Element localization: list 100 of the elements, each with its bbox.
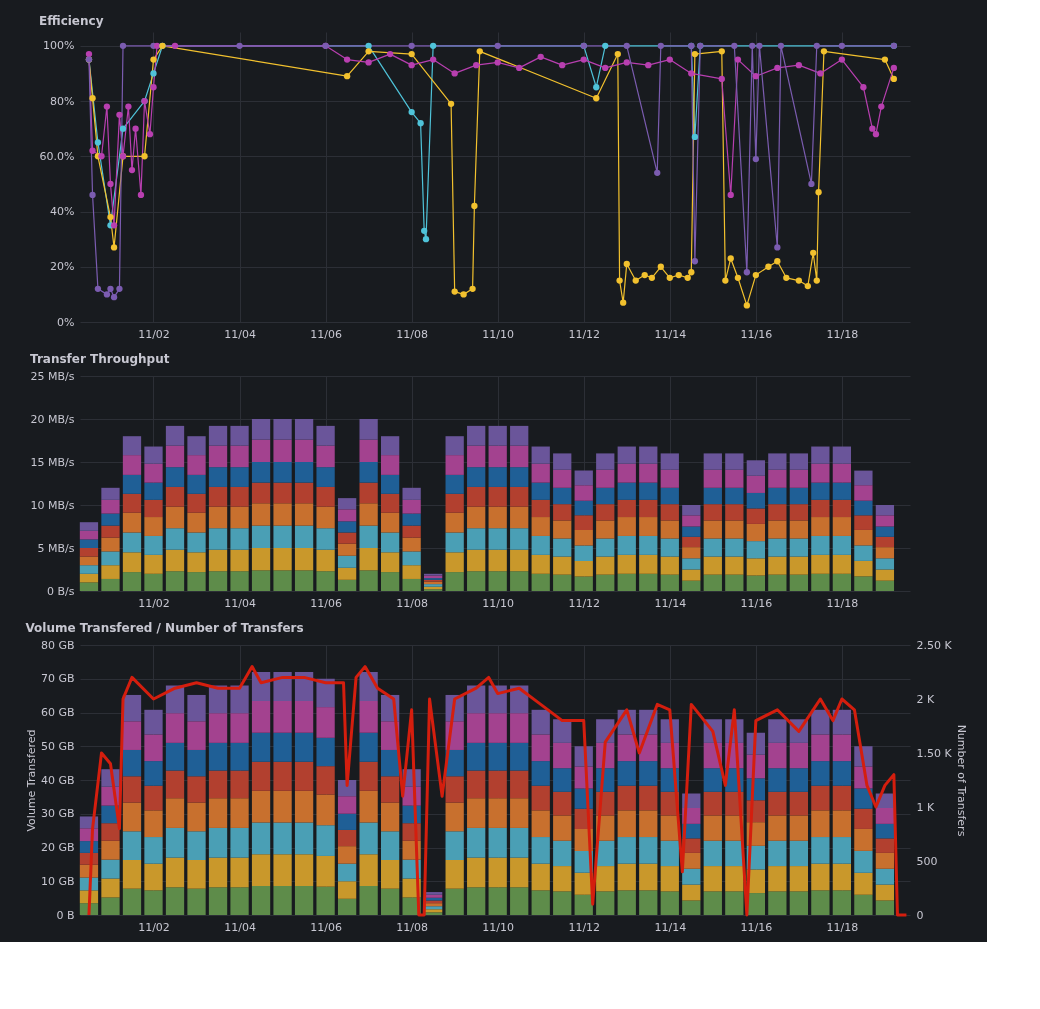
bar [553, 891, 572, 915]
bar [875, 823, 895, 839]
bar [273, 462, 292, 483]
bar [208, 549, 228, 572]
bar [617, 837, 636, 864]
bar [402, 513, 421, 526]
bar [122, 694, 142, 722]
bar [510, 742, 529, 771]
bar [531, 446, 550, 464]
bar [467, 506, 486, 529]
bar [294, 761, 314, 791]
bar [660, 574, 679, 591]
bar [553, 768, 572, 792]
bar [445, 776, 464, 803]
bar [208, 887, 228, 915]
bar [187, 802, 206, 832]
bar [122, 831, 142, 860]
bar [789, 742, 808, 769]
bar [467, 445, 486, 468]
bar [445, 455, 464, 475]
bar [768, 556, 787, 575]
bar [337, 813, 357, 830]
bar [251, 822, 271, 855]
bar [380, 776, 400, 803]
bar [380, 436, 400, 456]
bar [768, 840, 787, 867]
bar [402, 525, 421, 538]
bar [359, 503, 378, 526]
bar [467, 571, 486, 591]
bar [187, 572, 206, 591]
bar [144, 761, 163, 786]
bar [101, 823, 120, 841]
bar [639, 863, 658, 891]
bar [617, 499, 636, 518]
bar [122, 455, 142, 475]
bar [811, 573, 830, 591]
bar [122, 572, 142, 591]
bar [359, 548, 378, 571]
bar [251, 525, 271, 548]
bar [768, 815, 787, 841]
bar [273, 548, 292, 571]
bar [875, 515, 895, 527]
bar [273, 854, 292, 886]
bar [445, 436, 464, 456]
bar [725, 469, 744, 488]
bar [208, 486, 228, 507]
bar [617, 734, 636, 762]
bar [811, 499, 830, 518]
bar [596, 453, 615, 470]
bar [79, 530, 99, 540]
bar [768, 719, 787, 743]
bar [746, 541, 765, 559]
x-tick-label: 11/10 [482, 327, 515, 341]
bar [187, 493, 206, 513]
bar [768, 469, 787, 488]
y-tick-label: 10 GB [40, 874, 75, 888]
bar [488, 506, 507, 529]
bar [273, 570, 292, 591]
bar [337, 846, 357, 864]
bar [531, 761, 550, 786]
bar [510, 857, 529, 888]
bar [230, 685, 249, 714]
bar [789, 469, 808, 488]
bar [768, 504, 787, 521]
bar [230, 486, 249, 507]
bar [703, 469, 722, 488]
bar [337, 863, 357, 882]
bar [165, 798, 185, 828]
bar [639, 761, 658, 786]
bar [531, 499, 550, 518]
bar [811, 890, 830, 915]
bar [682, 580, 701, 591]
bar [682, 868, 701, 885]
bar [660, 469, 679, 488]
bar [660, 866, 679, 892]
bar [746, 523, 765, 542]
bar [359, 462, 378, 483]
x-tick-label: 11/04 [224, 327, 256, 341]
bar [294, 439, 314, 462]
bar [488, 486, 507, 507]
y-tick-label: 20 GB [40, 841, 75, 854]
bar [510, 887, 529, 915]
bar [832, 499, 852, 518]
bar [854, 576, 873, 591]
bar [811, 863, 830, 891]
bar [574, 894, 593, 915]
bar [294, 570, 314, 591]
bar [294, 462, 314, 483]
bar [660, 815, 679, 841]
bar [832, 482, 852, 500]
bar [596, 538, 615, 557]
bar [832, 837, 852, 864]
bar [316, 486, 335, 507]
bar [639, 535, 658, 555]
bar [101, 537, 120, 552]
bar [553, 556, 572, 575]
bar [316, 855, 335, 887]
bar [617, 890, 636, 915]
bar [703, 520, 722, 539]
x-tick-label: 11/14 [654, 596, 687, 610]
